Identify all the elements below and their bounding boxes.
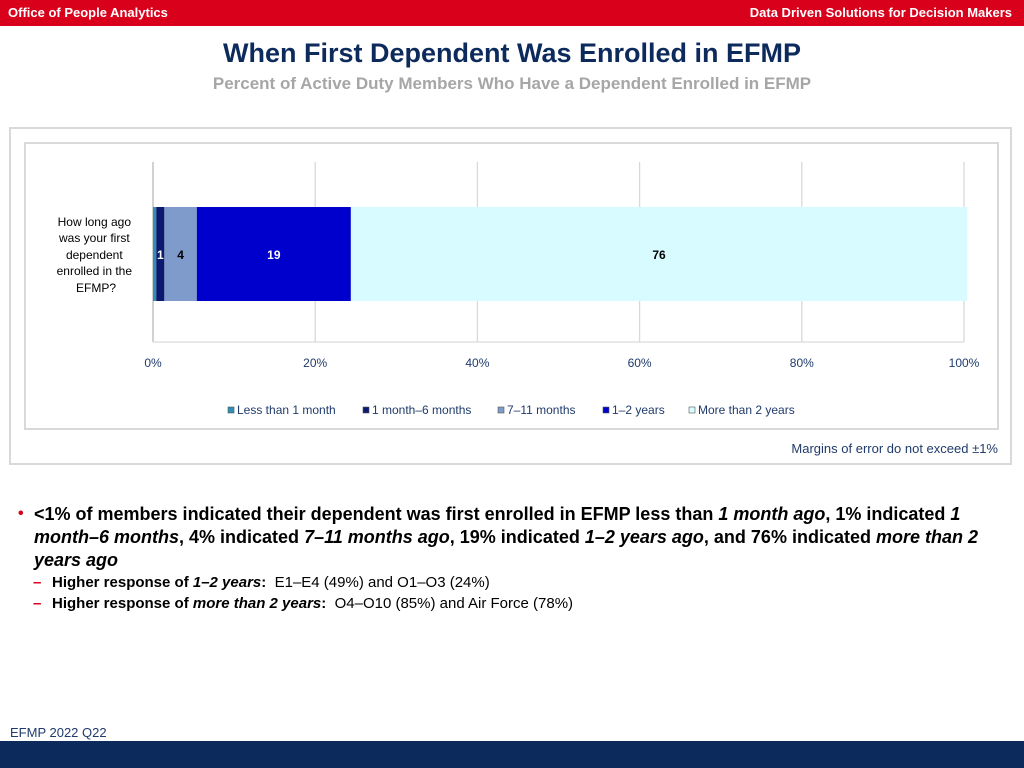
data-label: 76 bbox=[652, 248, 666, 262]
main-finding: • <1% of members indicated their depende… bbox=[18, 503, 998, 572]
bullet-dot-icon: • bbox=[18, 505, 24, 522]
sub-finding-1-lead: Higher response of bbox=[52, 574, 193, 591]
question-reference: EFMP 2022 Q22 bbox=[10, 725, 107, 740]
category-label-line-1: How long ago bbox=[58, 215, 132, 229]
data-label: 19 bbox=[267, 248, 281, 262]
page-title: When First Dependent Was Enrolled in EFM… bbox=[222, 38, 802, 68]
sub-finding-1-emph: 1–2 years bbox=[192, 574, 262, 591]
sub-finding-1-rest: E1–E4 (49%) and O1–O3 (24%) bbox=[266, 574, 490, 591]
main-finding-segment: , 1% indicated bbox=[825, 504, 951, 524]
category-label-line-3: dependent bbox=[66, 248, 123, 262]
margins-of-error-note: Margins of error do not exceed ±1% bbox=[791, 441, 998, 456]
bar-segment bbox=[350, 207, 968, 301]
legend-label: 1–2 years bbox=[612, 403, 665, 417]
category-label: How long ago was your first dependent en… bbox=[57, 215, 136, 295]
category-label-line-4: enrolled in the bbox=[57, 264, 133, 278]
dash-icon: – bbox=[33, 574, 42, 591]
footer-bar bbox=[0, 741, 1024, 768]
findings-list: • <1% of members indicated their depende… bbox=[18, 503, 998, 614]
main-finding-segment: , 19% indicated bbox=[449, 527, 585, 547]
page-subtitle: Percent of Active Duty Members Who Have … bbox=[212, 74, 812, 93]
bar-segments bbox=[153, 207, 968, 301]
main-finding-segment: <1% of members indicated their dependent… bbox=[34, 504, 719, 524]
bar-segment bbox=[196, 207, 351, 301]
x-tick-labels: 0% 20% 40% 60% 80% 100% bbox=[144, 356, 979, 370]
main-finding-segment: 1–2 years ago bbox=[584, 527, 704, 547]
dash-icon: – bbox=[33, 595, 42, 612]
legend-label: Less than 1 month bbox=[237, 403, 336, 417]
main-finding-segment: 7–11 months ago bbox=[304, 527, 450, 547]
bar-segment bbox=[156, 207, 165, 301]
legend: Less than 1 month 1 month–6 months 7–11 mo… bbox=[227, 403, 795, 417]
x-tick-label: 60% bbox=[628, 356, 652, 370]
org-name: Office of People Analytics bbox=[8, 5, 168, 20]
sub-finding-2: – Higher response of more than 2 years: … bbox=[18, 593, 998, 614]
x-tick-label: 40% bbox=[465, 356, 489, 370]
main-finding-segment: more than 2 years ago bbox=[34, 527, 978, 570]
category-label-line-2: was your first bbox=[58, 231, 130, 245]
legend-label: More than 2 years bbox=[698, 403, 795, 417]
chart-outer-frame bbox=[9, 127, 1012, 465]
bar-segment bbox=[164, 207, 197, 301]
main-finding-segment: 1 month ago bbox=[718, 504, 826, 524]
category-label-line-5: EFMP? bbox=[76, 281, 116, 295]
sub-finding-2-lead: Higher response of bbox=[52, 595, 193, 612]
legend-swatch bbox=[688, 406, 696, 414]
x-tick-label: 20% bbox=[303, 356, 327, 370]
main-finding-text: <1% of members indicated their dependent… bbox=[34, 504, 978, 570]
sub-finding-1-colon: : bbox=[261, 574, 267, 591]
data-label: 4 bbox=[177, 248, 184, 262]
tagline: Data Driven Solutions for Decision Maker… bbox=[749, 5, 1012, 20]
main-finding-segment: , and 76% indicated bbox=[703, 527, 876, 547]
legend-swatch bbox=[497, 406, 505, 414]
data-label: 1 bbox=[157, 248, 164, 262]
legend-label: 7–11 months bbox=[507, 403, 576, 417]
sub-finding-2-rest: O4–O10 (85%) and Air Force (78%) bbox=[326, 595, 574, 612]
legend-label: 1 month–6 months bbox=[372, 403, 471, 417]
main-finding-segment: 1 month–6 months bbox=[34, 504, 961, 547]
header-bar: Office of People Analytics Data Driven S… bbox=[0, 0, 1024, 26]
legend-swatch bbox=[602, 406, 610, 414]
sub-finding-2-colon: : bbox=[321, 595, 327, 612]
chart-inner-frame bbox=[24, 142, 999, 430]
sub-finding-1: – Higher response of 1–2 years: E1–E4 (4… bbox=[18, 572, 998, 593]
bar-segment bbox=[153, 207, 157, 301]
legend-swatch bbox=[362, 406, 370, 414]
x-tick-label: 80% bbox=[790, 356, 814, 370]
x-tick-label: 0% bbox=[144, 356, 162, 370]
main-finding-segment: , 4% indicated bbox=[179, 527, 305, 547]
legend-swatch bbox=[227, 406, 235, 414]
sub-finding-2-emph: more than 2 years bbox=[192, 595, 322, 612]
data-labels: 1 4 19 76 bbox=[157, 248, 666, 262]
x-tick-label: 100% bbox=[949, 356, 980, 370]
